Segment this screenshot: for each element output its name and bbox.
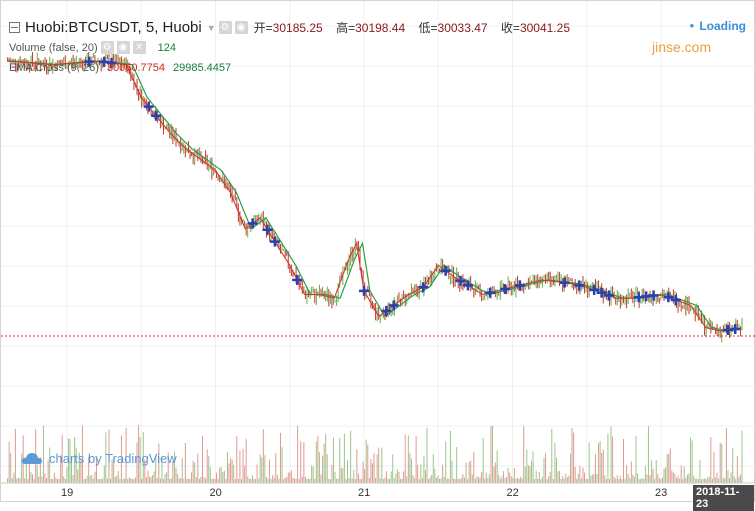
symbol-title[interactable]: Huobi:BTCUSDT, 5, Huobi [25, 19, 202, 36]
cross-marker [292, 274, 303, 285]
cross-marker [589, 284, 600, 295]
cross-marker [485, 287, 496, 298]
cross-marker [559, 277, 570, 288]
ema-legend: EMA Cross (9, 26) 30060.7754 29985.4457 [9, 62, 231, 74]
open-value: 30185.25 [272, 21, 323, 35]
volume-series [7, 424, 743, 483]
volume-label[interactable]: Volume (false, 20) [9, 41, 98, 54]
time-axis-tick: 19 [61, 487, 74, 499]
cross-marker [359, 285, 369, 296]
ema-slow-value: 29985.4457 [172, 62, 232, 74]
hide-icon[interactable]: ◉ [234, 21, 248, 34]
current-date-tag: 2018-11-23 [693, 485, 754, 511]
cross-marker [143, 101, 154, 112]
settings-icon[interactable]: ⚙ [218, 21, 232, 34]
close-value: 30041.25 [519, 21, 570, 35]
cross-marker [596, 287, 607, 298]
cross-marker [500, 284, 511, 295]
settings-icon[interactable]: ⚙ [100, 41, 114, 54]
time-axis-tick: 20 [209, 487, 222, 499]
collapse-icon[interactable] [9, 22, 20, 33]
cross-marker [455, 275, 466, 286]
cross-marker [418, 282, 429, 293]
low-value: 30033.47 [437, 21, 488, 35]
watermark: jinse.com [652, 39, 712, 55]
cross-marker [648, 290, 659, 301]
high-label: 高= [336, 21, 356, 35]
volume-legend: Volume (false, 20) ⚙ ◉ ✕ 124 [9, 41, 176, 54]
cross-marker [730, 324, 741, 335]
branding-text: charts by TradingView [49, 451, 177, 466]
time-axis-tick: 22 [506, 487, 519, 499]
cross-marker [151, 110, 162, 121]
close-icon[interactable]: ✕ [132, 41, 146, 54]
ema-cross-markers [84, 56, 741, 336]
ema-slow-line [7, 60, 742, 332]
cross-marker [262, 224, 273, 235]
symbol-legend: Huobi:BTCUSDT, 5, Huobi ▼ ⚙ ◉ 开=30185.25… [9, 19, 580, 36]
high-value: 30198.44 [355, 21, 406, 35]
cross-marker [663, 292, 674, 303]
open-label: 开= [253, 21, 273, 35]
low-label: 低= [418, 21, 438, 35]
time-axis-tick: 23 [655, 487, 668, 499]
cross-marker [574, 280, 585, 291]
cross-marker [106, 57, 117, 68]
tradingview-branding[interactable]: charts by TradingView [21, 451, 177, 466]
ema-fast-line [7, 60, 742, 332]
loading-indicator: Loading [689, 19, 746, 33]
cross-marker [381, 305, 392, 316]
time-axis-tick: 21 [358, 487, 371, 499]
ohlc-values: 开=30185.25 高=30198.44 低=30033.47 收=30041… [254, 19, 580, 36]
ema-label[interactable]: EMA Cross (9, 26) [9, 62, 99, 74]
cross-marker [462, 280, 473, 291]
cross-marker [269, 236, 280, 247]
ema-fast-value: 30060.7754 [106, 62, 165, 74]
cross-marker [670, 294, 681, 305]
cross-marker [388, 300, 399, 311]
cross-marker [514, 280, 525, 291]
volume-value: 124 [157, 41, 177, 54]
cross-marker [440, 265, 451, 276]
grid [1, 1, 755, 483]
chevron-down-icon[interactable]: ▼ [206, 22, 216, 33]
cross-marker [604, 290, 615, 301]
cross-marker [247, 218, 258, 229]
hide-icon[interactable]: ◉ [116, 41, 130, 54]
cloud-icon [21, 453, 42, 464]
close-label: 收= [500, 21, 520, 35]
cross-marker [84, 56, 95, 67]
